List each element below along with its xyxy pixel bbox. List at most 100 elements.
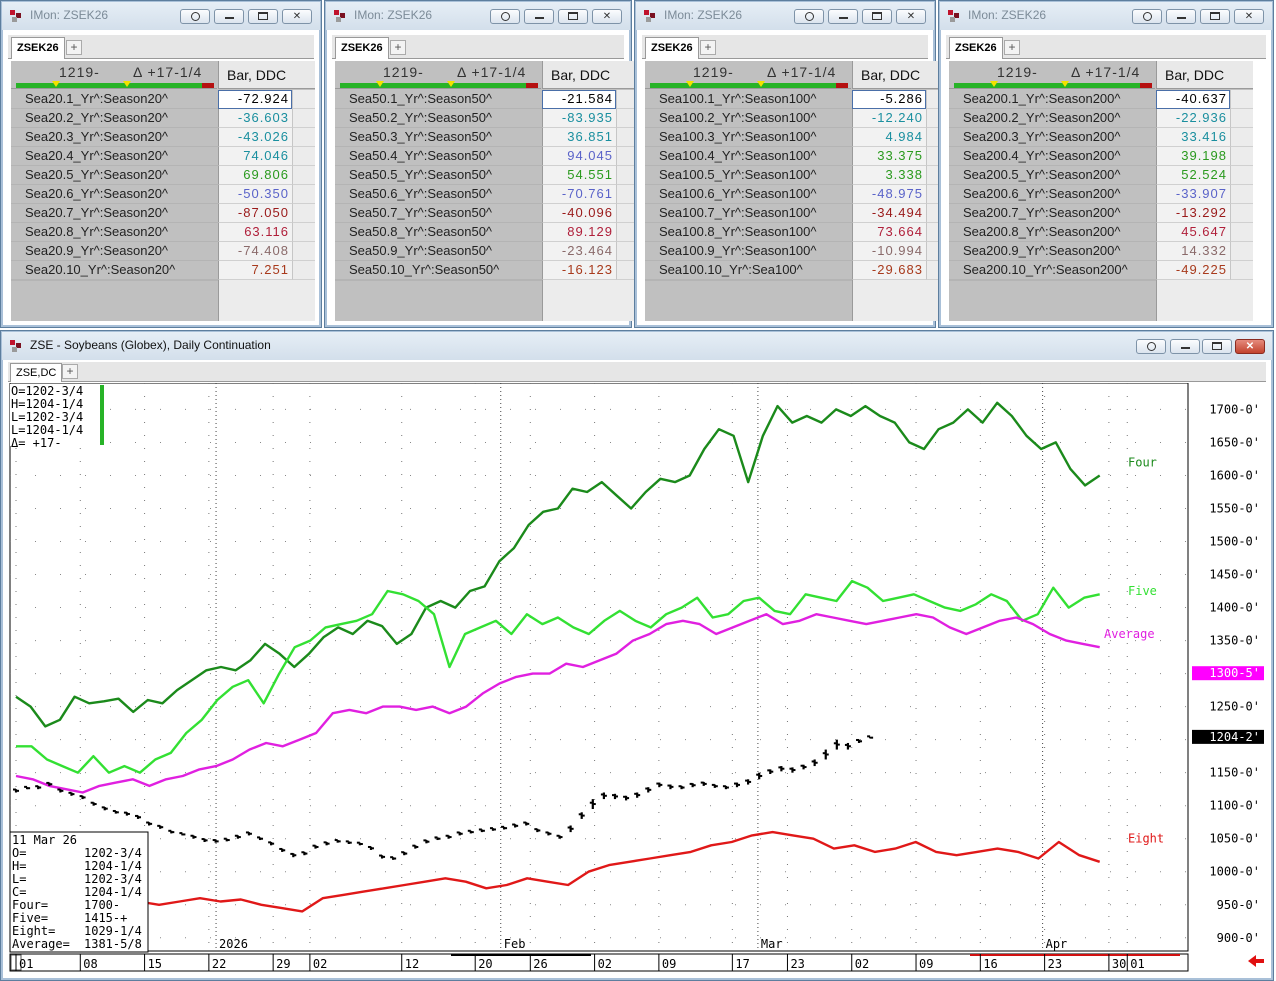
table-row[interactable]: Sea50.7_Yr^:Season50^ -40.096 — [335, 204, 639, 223]
table-row[interactable]: Sea20.4_Yr^:Season20^ 74.046 — [11, 147, 315, 166]
minimize-button[interactable] — [828, 9, 858, 24]
study-value[interactable]: -23.464 — [542, 242, 616, 261]
add-tab-button[interactable]: + — [66, 40, 82, 55]
scroll-right-arrow-icon[interactable] — [1248, 955, 1264, 967]
table-row[interactable]: Sea50.5_Yr^:Season50^ 54.551 — [335, 166, 639, 185]
table-row[interactable]: Sea50.3_Yr^:Season50^ 36.851 — [335, 128, 639, 147]
tab-zsek26[interactable]: ZSEK26 — [645, 37, 699, 59]
tab-zsek26[interactable]: ZSEK26 — [11, 37, 65, 59]
link-icon[interactable] — [1132, 9, 1162, 24]
add-tab-button[interactable]: + — [62, 364, 78, 379]
close-button[interactable]: ✕ — [1235, 339, 1265, 354]
table-row[interactable]: Sea200.9_Yr^:Season200^ 14.332 — [949, 242, 1253, 261]
minimize-button[interactable] — [1166, 9, 1196, 24]
minimize-button[interactable] — [524, 9, 554, 24]
table-row[interactable]: Sea100.9_Yr^:Season100^ -10.994 — [645, 242, 949, 261]
table-row[interactable]: Sea200.10_Yr^:Season200^ -49.225 — [949, 261, 1253, 280]
add-tab-button[interactable]: + — [700, 40, 716, 55]
study-value[interactable]: -21.584 — [542, 90, 616, 109]
study-value[interactable]: -22.936 — [1156, 109, 1230, 128]
study-value[interactable]: -12.240 — [852, 109, 926, 128]
table-row[interactable]: Sea20.1_Yr^:Season20^ -72.924 — [11, 90, 315, 109]
study-value[interactable]: 52.524 — [1156, 166, 1230, 185]
maximize-button[interactable] — [248, 9, 278, 24]
study-value[interactable]: -5.286 — [852, 90, 926, 109]
table-row[interactable]: Sea100.6_Yr^:Season100^ -48.975 — [645, 185, 949, 204]
table-row[interactable]: Sea100.4_Yr^:Season100^ 33.375 — [645, 147, 949, 166]
study-value[interactable]: -70.761 — [542, 185, 616, 204]
tab-zse-dc[interactable]: ZSE,DC — [10, 363, 63, 382]
add-tab-button[interactable]: + — [390, 40, 406, 55]
link-icon[interactable] — [490, 9, 520, 24]
price-chart[interactable]: 1700-0' 1650-0' 1600-0' 1550-0' 1500-0' 1450-… — [8, 383, 1266, 973]
column-header[interactable]: Bar, DDC — [1156, 61, 1253, 89]
table-row[interactable]: Sea200.1_Yr^:Season200^ -40.637 — [949, 90, 1253, 109]
table-row[interactable]: Sea100.8_Yr^:Season100^ 73.664 — [645, 223, 949, 242]
study-value[interactable]: 33.375 — [852, 147, 926, 166]
study-value[interactable]: 54.551 — [542, 166, 616, 185]
close-button[interactable]: ✕ — [1234, 9, 1264, 24]
study-value[interactable]: -74.408 — [218, 242, 292, 261]
study-value[interactable]: 3.338 — [852, 166, 926, 185]
close-button[interactable]: ✕ — [592, 9, 622, 24]
maximize-button[interactable] — [1200, 9, 1230, 24]
monitor-titlebar[interactable]: IMon: ZSEK26 ✕ — [940, 2, 1272, 30]
table-row[interactable]: Sea20.8_Yr^:Season20^ 63.116 — [11, 223, 315, 242]
study-value[interactable]: -16.123 — [542, 261, 616, 280]
table-row[interactable]: Sea200.2_Yr^:Season200^ -22.936 — [949, 109, 1253, 128]
study-value[interactable]: -87.050 — [218, 204, 292, 223]
table-row[interactable]: Sea20.2_Yr^:Season20^ -36.603 — [11, 109, 315, 128]
table-row[interactable]: Sea100.1_Yr^:Season100^ -5.286 — [645, 90, 949, 109]
close-button[interactable]: ✕ — [896, 9, 926, 24]
study-value[interactable]: -33.907 — [1156, 185, 1230, 204]
study-value[interactable]: -10.994 — [852, 242, 926, 261]
study-value[interactable]: 4.984 — [852, 128, 926, 147]
table-row[interactable]: Sea200.7_Yr^:Season200^ -13.292 — [949, 204, 1253, 223]
close-button[interactable]: ✕ — [282, 9, 312, 24]
table-row[interactable]: Sea20.10_Yr^:Season20^ 7.251 — [11, 261, 315, 280]
study-value[interactable]: 14.332 — [1156, 242, 1230, 261]
study-value[interactable]: -40.096 — [542, 204, 616, 223]
study-value[interactable]: 36.851 — [542, 128, 616, 147]
study-value[interactable]: -29.683 — [852, 261, 926, 280]
study-value[interactable]: -40.637 — [1156, 90, 1230, 109]
add-tab-button[interactable]: + — [1004, 40, 1020, 55]
table-row[interactable]: Sea200.6_Yr^:Season200^ -33.907 — [949, 185, 1253, 204]
study-value[interactable]: -43.026 — [218, 128, 292, 147]
table-row[interactable]: Sea100.5_Yr^:Season100^ 3.338 — [645, 166, 949, 185]
table-row[interactable]: Sea200.4_Yr^:Season200^ 39.198 — [949, 147, 1253, 166]
study-value[interactable]: -72.924 — [218, 90, 292, 109]
table-row[interactable]: Sea50.6_Yr^:Season50^ -70.761 — [335, 185, 639, 204]
table-row[interactable]: Sea200.8_Yr^:Season200^ 45.647 — [949, 223, 1253, 242]
table-row[interactable]: Sea100.10_Yr^:Sea100^ -29.683 — [645, 261, 949, 280]
study-value[interactable]: 39.198 — [1156, 147, 1230, 166]
table-row[interactable]: Sea20.7_Yr^:Season20^ -87.050 — [11, 204, 315, 223]
study-value[interactable]: -50.350 — [218, 185, 292, 204]
minimize-button[interactable] — [214, 9, 244, 24]
study-value[interactable]: -36.603 — [218, 109, 292, 128]
table-row[interactable]: Sea50.4_Yr^:Season50^ 94.045 — [335, 147, 639, 166]
study-value[interactable]: -34.494 — [852, 204, 926, 223]
study-value[interactable]: -83.935 — [542, 109, 616, 128]
table-row[interactable]: Sea20.5_Yr^:Season20^ 69.806 — [11, 166, 315, 185]
monitor-titlebar[interactable]: IMon: ZSEK26 ✕ — [636, 2, 934, 30]
study-value[interactable]: 73.664 — [852, 223, 926, 242]
study-value[interactable]: 69.806 — [218, 166, 292, 185]
table-row[interactable]: Sea50.1_Yr^:Season50^ -21.584 — [335, 90, 639, 109]
table-row[interactable]: Sea200.5_Yr^:Season200^ 52.524 — [949, 166, 1253, 185]
tab-zsek26[interactable]: ZSEK26 — [949, 37, 1003, 59]
table-row[interactable]: Sea20.9_Yr^:Season20^ -74.408 — [11, 242, 315, 261]
study-value[interactable]: -49.225 — [1156, 261, 1230, 280]
table-row[interactable]: Sea20.3_Yr^:Season20^ -43.026 — [11, 128, 315, 147]
link-icon[interactable] — [180, 9, 210, 24]
tab-zsek26[interactable]: ZSEK26 — [335, 37, 389, 59]
table-row[interactable]: Sea50.9_Yr^:Season50^ -23.464 — [335, 242, 639, 261]
table-row[interactable]: Sea20.6_Yr^:Season20^ -50.350 — [11, 185, 315, 204]
study-value[interactable]: 89.129 — [542, 223, 616, 242]
study-value[interactable]: 33.416 — [1156, 128, 1230, 147]
study-value[interactable]: 45.647 — [1156, 223, 1230, 242]
table-row[interactable]: Sea50.10_Yr^:Season50^ -16.123 — [335, 261, 639, 280]
study-value[interactable]: 94.045 — [542, 147, 616, 166]
link-icon[interactable] — [1136, 339, 1166, 354]
maximize-button[interactable] — [862, 9, 892, 24]
